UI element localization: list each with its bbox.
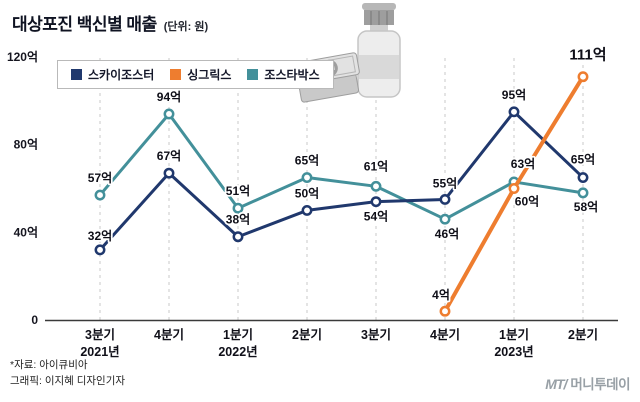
- cash-vial-illustration: ₩: [298, 3, 401, 103]
- data-point-label: 65억: [295, 154, 319, 168]
- legend-swatch: [170, 69, 182, 80]
- footnotes: *자료: 아이큐비아 그래픽: 이지혜 디자인기자: [10, 358, 125, 390]
- data-point-marker: [370, 180, 382, 192]
- legend-swatch: [71, 69, 82, 80]
- x-tick-label: 1분기: [223, 327, 253, 342]
- unit-note: (단위: 원): [163, 21, 209, 33]
- moneytoday-logo: MT/ 머니투데이: [545, 373, 630, 393]
- data-point-marker: [508, 183, 520, 194]
- x-tick-year-label: 2021년: [80, 345, 119, 359]
- data-point-label: 50억: [295, 186, 319, 200]
- x-tick-label: 4분기: [430, 327, 460, 342]
- data-point-marker: [163, 108, 175, 120]
- x-tick-label: 3분기: [85, 327, 115, 342]
- x-tick-label: 4분기: [154, 327, 184, 342]
- data-point-label: 57억: [88, 171, 112, 185]
- data-point-marker: [439, 213, 451, 225]
- data-point-marker: [301, 204, 313, 216]
- legend-label: 스카이조스터: [88, 68, 155, 82]
- chart-title: 대상포진 백신별 매출: [12, 15, 157, 34]
- data-point-label: 51억: [226, 184, 250, 198]
- data-point-label: 38억: [226, 213, 250, 227]
- data-point-marker: [163, 167, 175, 179]
- data-point-marker: [94, 189, 106, 201]
- x-tick-year-label: 2022년: [218, 345, 257, 359]
- data-point-label: 54억: [364, 210, 388, 224]
- series-line-2: [98, 112, 585, 221]
- x-tick-label: 2분기: [292, 327, 322, 342]
- data-point-label: 61억: [364, 159, 388, 173]
- data-point-marker: [508, 106, 520, 118]
- data-point-label: 111억: [569, 46, 606, 64]
- data-point-marker: [232, 202, 244, 214]
- data-point-marker: [94, 244, 106, 256]
- x-tick-year-label: 2023년: [494, 345, 533, 359]
- chart-header: 대상포진 백신별 매출 (단위: 원): [12, 10, 208, 35]
- legend-swatch: [247, 69, 259, 80]
- legend-item-2: 조스타박스: [247, 66, 320, 83]
- source-note: *자료: 아이큐비아: [10, 359, 88, 371]
- legend-label: 조스타박스: [264, 68, 320, 82]
- logo-mark: MT/: [545, 376, 567, 392]
- data-point-marker: [577, 172, 589, 183]
- y-tick-label: 80억: [14, 138, 38, 152]
- data-point-label: 46억: [435, 227, 459, 241]
- data-point-label: 65억: [571, 153, 595, 167]
- logo-name: 머니투데이: [570, 377, 630, 392]
- data-point-label: 58억: [574, 200, 598, 214]
- data-point-label: 67억: [157, 149, 181, 163]
- chart-legend: 스카이조스터 싱그릭스 조스타박스: [57, 60, 334, 89]
- data-point-marker: [439, 194, 451, 205]
- series-line-0: [98, 110, 585, 252]
- data-point-label: 95억: [502, 88, 526, 102]
- data-point-marker: [301, 172, 313, 183]
- x-tick-label: 2분기: [568, 327, 598, 342]
- data-point-label: 63억: [511, 157, 535, 171]
- data-point-marker: [370, 196, 382, 208]
- data-point-marker: [439, 305, 451, 317]
- credit-note: 그래픽: 이지혜 디자인기자: [10, 374, 126, 387]
- data-point-label: 55억: [433, 176, 457, 190]
- y-tick-label: 40억: [14, 225, 38, 239]
- legend-item-0: 스카이조스터: [71, 66, 154, 83]
- vaccine-vial-icon: [357, 3, 401, 98]
- y-tick-label: 0: [31, 313, 38, 327]
- legend-label: 싱그릭스: [187, 68, 232, 82]
- x-tick-label: 3분기: [361, 327, 391, 342]
- data-point-marker: [577, 71, 589, 83]
- data-point-label: 60억: [515, 195, 539, 209]
- data-point-marker: [577, 187, 589, 199]
- data-point-label: 32억: [88, 229, 112, 243]
- x-tick-label: 1분기: [499, 327, 529, 342]
- data-point-marker: [232, 231, 244, 243]
- data-point-label: 4억: [432, 288, 450, 302]
- y-tick-label: 120억: [7, 50, 38, 64]
- data-point-label: 94억: [157, 90, 181, 104]
- legend-item-1: 싱그릭스: [170, 66, 231, 83]
